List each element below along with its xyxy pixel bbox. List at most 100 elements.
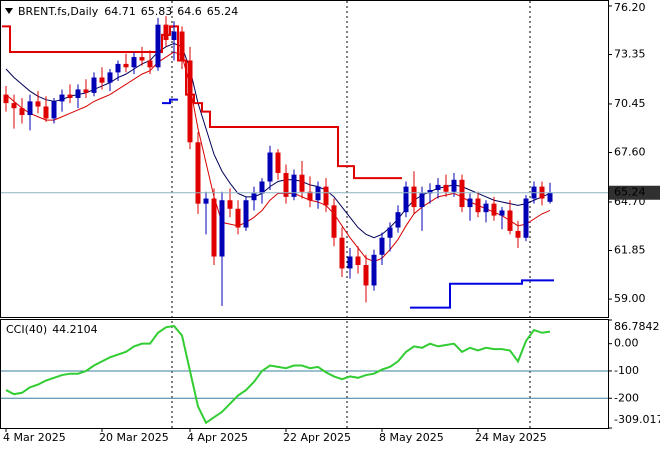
cci-title: CCI(40) — [6, 323, 47, 336]
candle-body — [411, 186, 417, 208]
candle-body — [547, 192, 553, 202]
x-tick-label: 22 Apr 2025 — [283, 431, 351, 444]
candle-body — [219, 200, 225, 257]
y-tick-label: -100 — [614, 364, 639, 377]
candle-body — [35, 101, 41, 107]
candle-body — [75, 89, 81, 98]
candle-body — [99, 77, 105, 83]
candle-body — [387, 227, 393, 238]
candle-body — [491, 203, 497, 216]
y-tick-label: 59.00 — [614, 292, 646, 305]
candle-body — [3, 94, 9, 104]
cci-panel-frame — [0, 319, 609, 429]
x-tick-label: 8 May 2025 — [379, 431, 444, 444]
y-tick-label: 86.7842 — [614, 320, 660, 333]
period-separators — [171, 1, 531, 428]
candle-body — [11, 103, 17, 109]
candle-body — [251, 193, 257, 201]
candle-body — [155, 24, 161, 68]
candle-body — [187, 60, 193, 143]
y-tick-label: 0.00 — [614, 337, 639, 350]
candle-body — [299, 174, 305, 192]
indicator-line — [5, 42, 551, 239]
high-value: 65.83 — [141, 5, 173, 18]
collapse-arrow — [5, 8, 13, 14]
y-tick-label: -309.017 — [614, 413, 660, 426]
candle-body — [195, 142, 201, 204]
candle-body — [307, 191, 313, 201]
current-price-label: 65.24 — [614, 186, 646, 199]
candle-body — [91, 77, 97, 93]
y-tick-label: 70.45 — [614, 97, 646, 110]
candle-body — [323, 186, 329, 206]
candle-body — [355, 256, 361, 266]
candle-body — [131, 57, 137, 68]
candle-body — [331, 205, 337, 238]
x-tick-label: 4 Apr 2025 — [187, 431, 248, 444]
candle-body — [179, 31, 185, 61]
indicator-line — [5, 324, 551, 425]
candle-body — [107, 72, 113, 83]
x-tick-label: 20 Mar 2025 — [99, 431, 169, 444]
candle-body — [363, 265, 369, 286]
x-tick-label: 24 May 2025 — [475, 431, 547, 444]
candle-body — [499, 210, 505, 216]
candle-body — [83, 89, 89, 93]
candle-body — [259, 181, 265, 194]
candle-body — [51, 101, 57, 119]
indicator-line — [5, 51, 551, 263]
candle-body — [227, 200, 233, 209]
y-tick-label: -200 — [614, 391, 639, 404]
candle-body — [459, 179, 465, 208]
candle-body — [267, 152, 273, 182]
candle-body — [507, 210, 513, 231]
candle-body — [235, 208, 241, 228]
x-tick-label: 4 Mar 2025 — [3, 431, 66, 444]
candle-body — [243, 200, 249, 228]
candle-body — [523, 198, 529, 238]
candle-body — [451, 179, 457, 192]
candle-body — [483, 203, 489, 213]
candle-body — [291, 174, 297, 197]
candle-body — [43, 106, 49, 119]
low-value: 64.6 — [177, 5, 202, 18]
candle-body — [347, 256, 353, 269]
candle-body — [171, 31, 177, 41]
candle-body — [59, 94, 65, 102]
candle-body — [515, 230, 521, 238]
candle-body — [139, 57, 145, 61]
candle-body — [443, 184, 449, 192]
candle-body — [467, 198, 473, 208]
candle-body — [283, 172, 289, 197]
candle-body — [419, 193, 425, 208]
y-tick-label: 67.60 — [614, 146, 646, 159]
candle-body — [163, 24, 169, 41]
candle-body — [395, 212, 401, 228]
step-line — [162, 98, 554, 309]
y-tick-label: 76.20 — [614, 1, 646, 14]
candle-body — [315, 186, 321, 201]
main-panel-frame — [0, 0, 609, 318]
y-tick-label: 61.85 — [614, 244, 646, 257]
candle-body — [115, 63, 121, 73]
candle-body — [339, 237, 345, 269]
y-tick-label: 73.35 — [614, 48, 646, 61]
candle-body — [67, 94, 73, 98]
cci-header: CCI(40) 44.2104 — [6, 323, 98, 336]
open-value: 64.71 — [104, 5, 136, 18]
symbol-title: BRENT.fs,Daily — [18, 5, 99, 18]
candle-body — [371, 254, 377, 286]
candle-body — [435, 184, 441, 191]
current-price-box — [609, 185, 660, 200]
candle-body — [211, 198, 217, 257]
candle-body — [475, 198, 481, 213]
candle-body — [203, 198, 209, 204]
main-header: BRENT.fs,Daily 64.71 65.83 64.6 65.24 — [18, 5, 238, 18]
candle-body — [19, 108, 25, 116]
step-line — [2, 25, 402, 180]
candle-body — [27, 101, 33, 116]
cci-value: 44.2104 — [52, 323, 98, 336]
candle-body — [427, 190, 433, 194]
candle-body — [275, 152, 281, 173]
